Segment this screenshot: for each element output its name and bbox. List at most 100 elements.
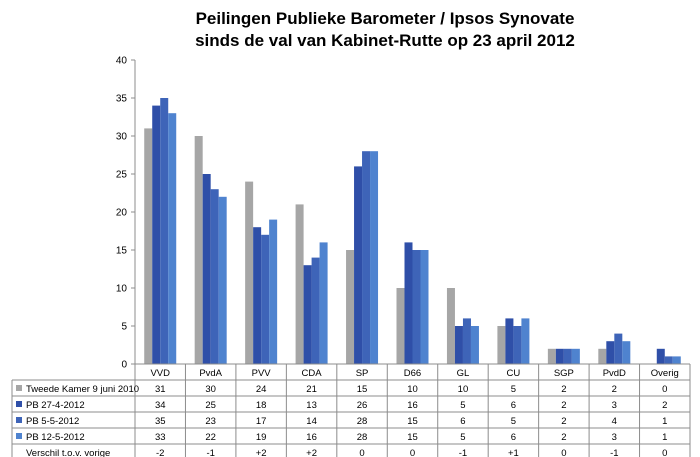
bar <box>547 348 556 364</box>
extra-row-value: -1 <box>610 448 618 457</box>
bar <box>152 105 161 364</box>
legend-swatch <box>16 385 22 391</box>
bar <box>218 196 227 364</box>
bar <box>571 348 580 364</box>
chart-subtitle: sinds de val van Kabinet-Rutte op 23 apr… <box>195 31 575 50</box>
bar <box>346 250 355 364</box>
bar <box>606 341 615 364</box>
legend-swatch <box>16 401 22 407</box>
bar <box>497 326 506 364</box>
x-tick-label: CDA <box>302 368 323 379</box>
data-label: 18 <box>256 400 267 411</box>
extra-row-value: -1 <box>206 448 214 457</box>
data-label: 5 <box>511 416 516 427</box>
extra-row-value: +1 <box>508 448 519 457</box>
data-label: 26 <box>357 400 368 411</box>
bar <box>160 98 169 364</box>
x-tick-label: SP <box>356 368 369 379</box>
data-label: 28 <box>357 432 368 443</box>
data-label: 2 <box>612 384 617 395</box>
data-label: 10 <box>458 384 469 395</box>
extra-row-value: 0 <box>410 448 415 457</box>
bar <box>598 348 607 364</box>
bar <box>412 250 421 364</box>
bar <box>513 326 522 364</box>
data-label: 31 <box>155 384 166 395</box>
data-label: 5 <box>511 384 516 395</box>
data-label: 34 <box>155 400 166 411</box>
data-label: 3 <box>612 400 617 411</box>
bar <box>210 189 219 364</box>
data-label: 30 <box>205 384 216 395</box>
data-label: 15 <box>407 416 418 427</box>
data-label: 10 <box>407 384 418 395</box>
bar <box>446 288 455 364</box>
extra-row-value: -1 <box>459 448 467 457</box>
bar <box>470 326 479 364</box>
y-tick-label: 15 <box>116 246 128 257</box>
bar <box>555 348 564 364</box>
bar <box>396 288 405 364</box>
x-tick-label: GL <box>457 368 470 379</box>
data-label: 2 <box>561 432 566 443</box>
x-tick-label: PvdD <box>603 368 626 379</box>
data-label: 4 <box>612 416 617 427</box>
extra-row-value: 0 <box>359 448 364 457</box>
extra-row-value: -2 <box>156 448 164 457</box>
data-label: 17 <box>256 416 267 427</box>
extra-row-label: Verschil t.o.v. vorige <box>26 448 110 457</box>
legend-label: PB 12-5-2012 <box>26 432 85 443</box>
y-tick-label: 20 <box>116 208 128 219</box>
bar <box>664 356 673 364</box>
bar <box>354 166 363 364</box>
data-label: 19 <box>256 432 267 443</box>
legend-swatch <box>16 417 22 423</box>
extra-row-value: 0 <box>561 448 566 457</box>
y-tick-label: 40 <box>116 56 128 67</box>
chart-title: Peilingen Publieke Barometer / Ipsos Syn… <box>195 9 575 28</box>
x-tick-label: VVD <box>150 368 170 379</box>
data-label: 5 <box>460 400 465 411</box>
x-tick-label: PvdA <box>199 368 222 379</box>
data-label: 16 <box>407 400 418 411</box>
y-tick-label: 0 <box>121 360 127 371</box>
extra-row-value: 0 <box>662 448 667 457</box>
x-tick-label: CU <box>507 368 521 379</box>
data-label: 0 <box>662 384 667 395</box>
x-tick-label: D66 <box>404 368 421 379</box>
bar <box>656 348 665 364</box>
bar <box>202 174 211 364</box>
data-label: 1 <box>662 416 667 427</box>
legend-label: PB 27-4-2012 <box>26 400 85 411</box>
extra-row-value: +2 <box>256 448 267 457</box>
data-label: 6 <box>460 416 465 427</box>
bar <box>319 242 328 364</box>
data-label: 6 <box>511 400 516 411</box>
bar <box>245 181 254 364</box>
data-label: 14 <box>306 416 317 427</box>
data-label: 16 <box>306 432 317 443</box>
bar <box>563 348 572 364</box>
extra-row-value: +2 <box>306 448 317 457</box>
data-label: 2 <box>662 400 667 411</box>
bar <box>420 250 429 364</box>
bar <box>261 234 270 364</box>
data-label: 22 <box>205 432 216 443</box>
bar <box>672 356 681 364</box>
data-label: 33 <box>155 432 166 443</box>
data-label: 35 <box>155 416 166 427</box>
y-tick-label: 10 <box>116 284 128 295</box>
bar <box>194 136 203 364</box>
data-label: 21 <box>306 384 317 395</box>
data-label: 25 <box>205 400 216 411</box>
bar <box>521 318 530 364</box>
data-label: 2 <box>561 384 566 395</box>
data-label: 23 <box>205 416 216 427</box>
x-tick-label: PVV <box>252 368 272 379</box>
bar <box>454 326 463 364</box>
bar <box>311 257 320 364</box>
bar <box>269 219 278 364</box>
legend-swatch <box>16 433 22 439</box>
data-label: 24 <box>256 384 267 395</box>
